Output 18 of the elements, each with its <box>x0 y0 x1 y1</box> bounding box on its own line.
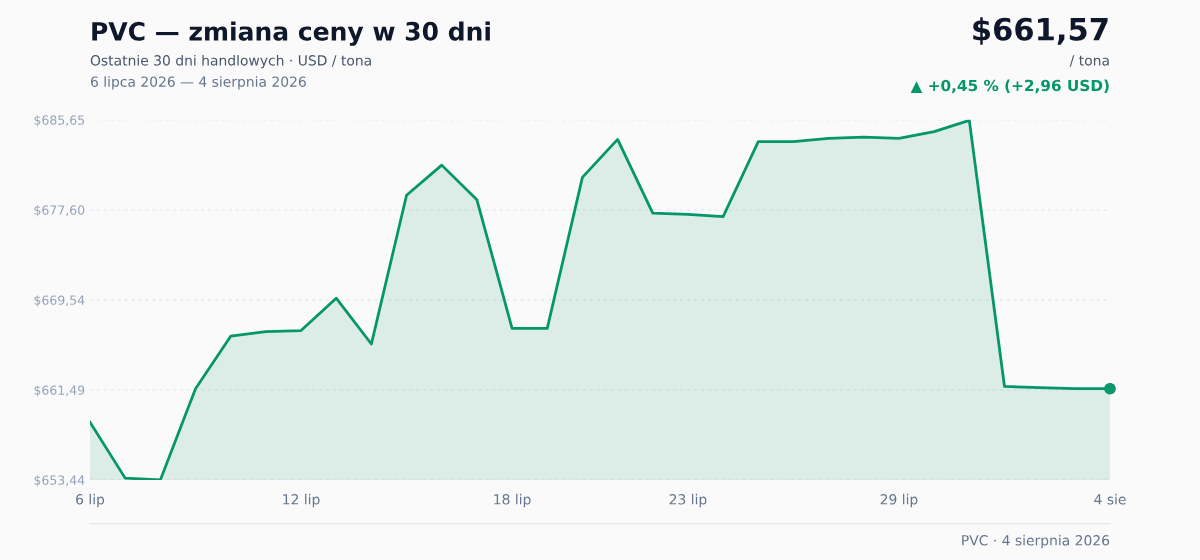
x-tick-label: 6 lip <box>76 493 105 508</box>
chart-title: PVC — zmiana ceny w 30 dni <box>92 21 490 46</box>
text: / tona <box>1069 55 1109 67</box>
y-tick-label: $685,65 <box>34 115 85 127</box>
text: 6 lipca 2026 — 4 sierpnia 2026 <box>90 76 306 90</box>
y-tick-label: $653,44 <box>34 475 85 487</box>
x-tick-label: 12 lip <box>283 493 320 508</box>
x-tick-label: 4 sie <box>1094 493 1126 505</box>
text: PVC · 4 sierpnia 2026 <box>962 534 1110 549</box>
chart-subtitle: Ostatnie 30 dni handlowych · USD / tona <box>90 54 371 69</box>
y-tick-label: $669,54 <box>34 295 85 307</box>
y-tick-label: $677,60 <box>34 205 85 217</box>
text: ▲ +0,45 % (+2,96 USD) <box>910 79 1109 94</box>
x-tick-label: 23 lip <box>669 493 707 508</box>
text: $661,57 <box>973 17 1108 45</box>
y-tick-label: $661,49 <box>34 385 85 397</box>
x-tick-label: 29 lip <box>880 493 918 508</box>
x-tick-label: 18 lip <box>494 493 531 508</box>
